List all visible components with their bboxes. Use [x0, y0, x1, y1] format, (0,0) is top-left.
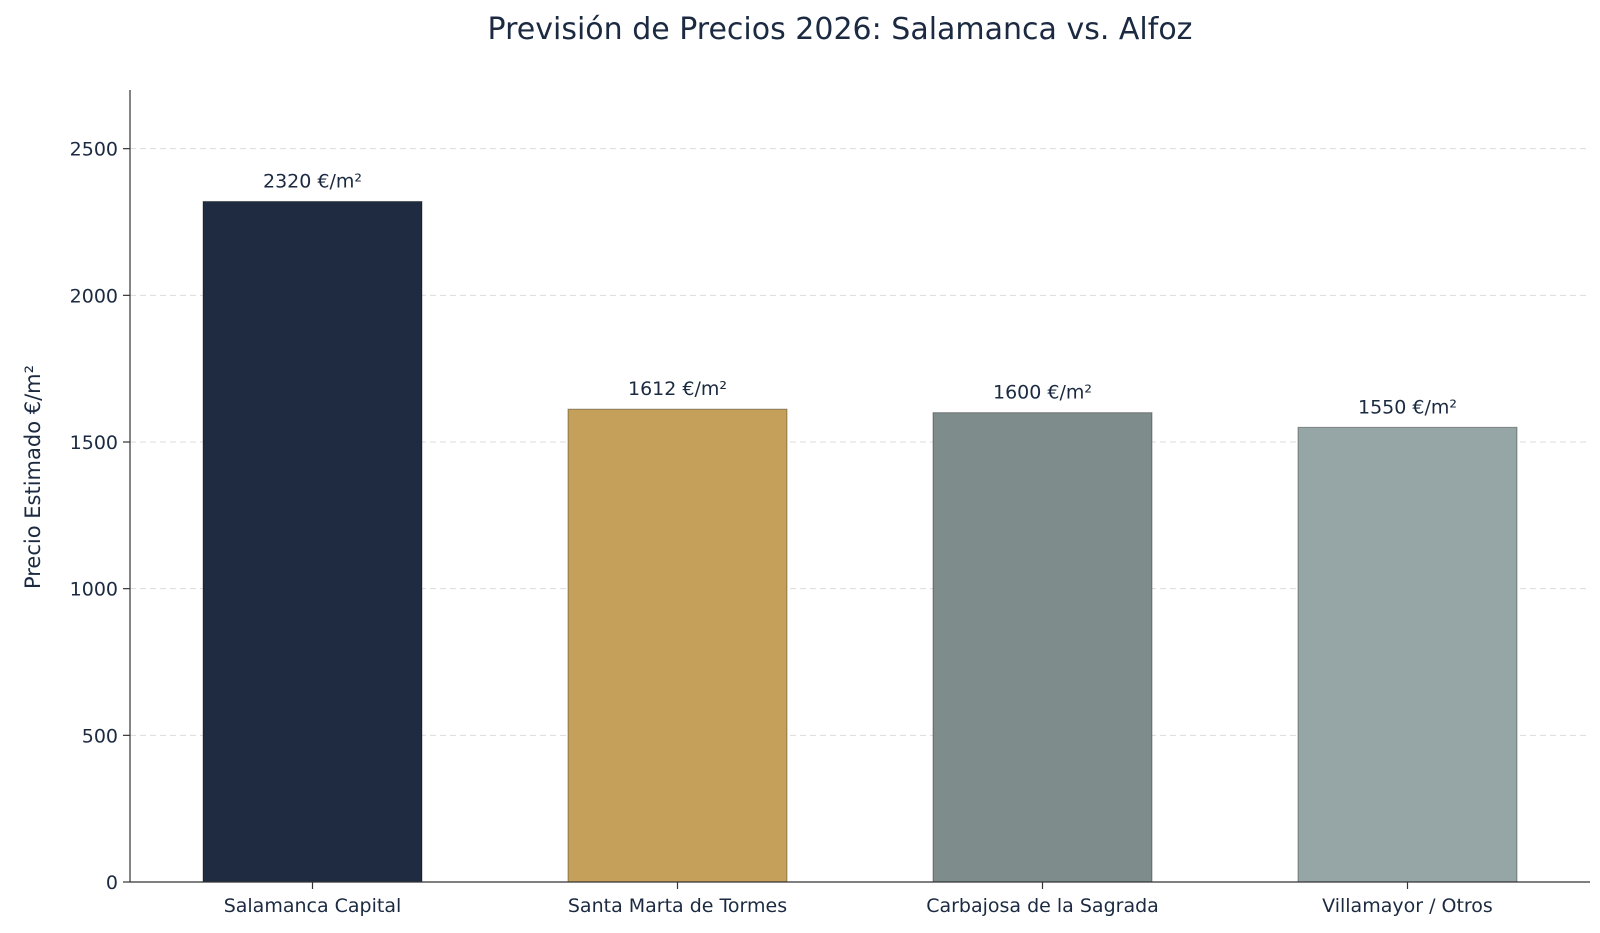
- bar-data-label: 1612 €/m²: [628, 378, 727, 400]
- y-tick-label: 500: [82, 725, 118, 747]
- bar-data-label: 1600 €/m²: [993, 382, 1092, 404]
- y-tick-label: 2500: [70, 139, 118, 161]
- x-tick-label: Villamayor / Otros: [1322, 895, 1493, 917]
- y-tick-label: 2000: [70, 285, 118, 307]
- bar[interactable]: [1297, 426, 1518, 883]
- chart-title: Previsión de Precios 2026: Salamanca vs.…: [487, 12, 1193, 47]
- bar-data-label: 1550 €/m²: [1358, 396, 1457, 418]
- y-axis-title: Precio Estimado €/m²: [21, 365, 45, 589]
- y-tick-label: 0: [106, 872, 118, 894]
- x-tick-label: Santa Marta de Tormes: [568, 895, 787, 917]
- x-tick-label: Salamanca Capital: [224, 895, 402, 917]
- y-tick-label: 1000: [70, 579, 118, 601]
- bar[interactable]: [567, 408, 788, 883]
- y-tick-label: 1500: [70, 432, 118, 454]
- bar-data-label: 2320 €/m²: [263, 170, 362, 192]
- x-tick-label: Carbajosa de la Sagrada: [926, 895, 1159, 917]
- bar[interactable]: [202, 200, 423, 883]
- bar[interactable]: [932, 412, 1153, 883]
